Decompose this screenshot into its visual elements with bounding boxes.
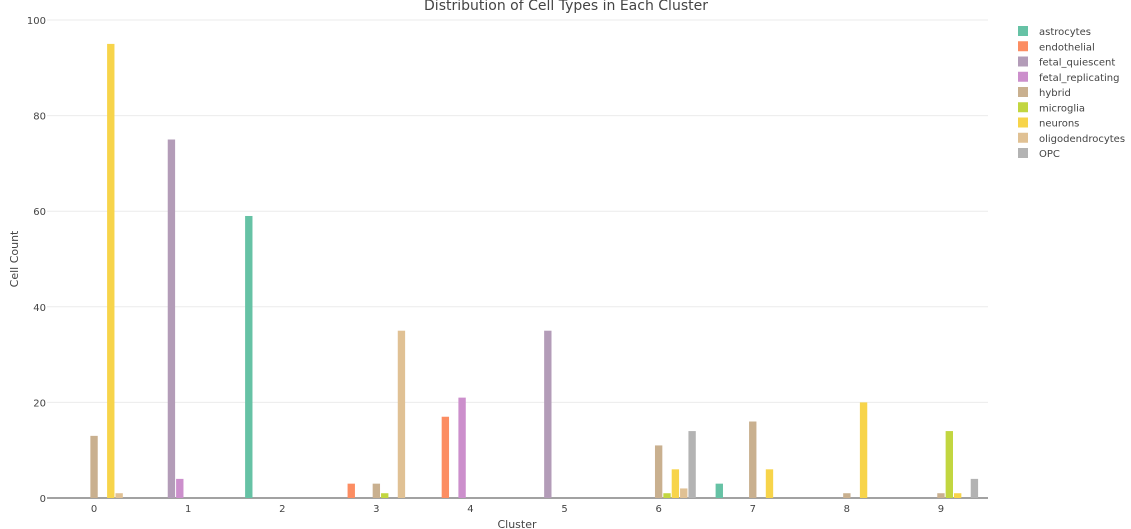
bar-endothelial[interactable] — [347, 483, 355, 498]
legend-item-endothelial[interactable]: endothelial — [1018, 41, 1095, 53]
bar-fetal-quiescent[interactable] — [167, 139, 176, 499]
bar-neurons[interactable] — [671, 469, 680, 498]
legend-label: oligodendrocytes — [1039, 134, 1125, 145]
x-axis-label: Cluster — [497, 518, 537, 529]
bar-neurons[interactable] — [953, 493, 962, 498]
legend-label: fetal_replicating — [1039, 73, 1119, 84]
legend-swatch — [1018, 41, 1028, 52]
x-tick-label: 3 — [373, 504, 379, 515]
x-axis-ticks: 0 1 2 3 4 5 6 7 8 9 — [91, 504, 944, 515]
bar-endothelial[interactable] — [441, 416, 450, 498]
legend-item-hybrid[interactable]: hybrid — [1018, 87, 1071, 99]
legend-item-oligodendrocytes[interactable]: oligodendrocytes — [1018, 132, 1125, 145]
legend-label: neurons — [1039, 119, 1079, 130]
x-tick-label: 9 — [938, 504, 944, 515]
legend-swatch — [1018, 102, 1028, 113]
legend-swatch — [1018, 56, 1028, 67]
x-tick-label: 7 — [750, 504, 756, 515]
legend-item-opc[interactable]: OPC — [1018, 148, 1060, 160]
y-tick-label: 40 — [33, 303, 46, 314]
bar-astrocytes[interactable] — [715, 483, 723, 498]
legend-swatch — [1018, 71, 1028, 82]
bar-fetal-replicating[interactable] — [176, 478, 184, 498]
legend-item-neurons[interactable]: neurons — [1018, 117, 1079, 130]
y-axis-ticks: 0 20 40 60 80 100 — [27, 16, 46, 505]
bar-neurons[interactable] — [107, 43, 115, 499]
y-tick-label: 20 — [33, 398, 46, 409]
bar-hybrid[interactable] — [937, 493, 945, 498]
bar-opc[interactable] — [688, 431, 696, 498]
legend-swatch — [1018, 132, 1028, 143]
bar-hybrid[interactable] — [843, 493, 851, 498]
legend-item-fetal-quiescent[interactable]: fetal_quiescent — [1018, 56, 1115, 69]
bar-hybrid[interactable] — [749, 421, 757, 498]
legend-item-fetal-replicating[interactable]: fetal_replicating — [1018, 71, 1119, 84]
legend[interactable]: astrocytes endothelial fetal_quiescentfeta… — [1018, 26, 1125, 160]
x-tick-label: 1 — [185, 504, 191, 515]
bars — [90, 43, 979, 499]
y-tick-label: 80 — [33, 112, 46, 123]
grid — [47, 19, 988, 499]
bar-microglia[interactable] — [945, 431, 953, 498]
legend-label: microglia — [1039, 103, 1085, 114]
y-tick-label: 60 — [33, 207, 46, 218]
x-tick-label: 5 — [561, 504, 567, 515]
bar-hybrid[interactable] — [654, 445, 663, 498]
bar-neurons[interactable] — [765, 469, 774, 498]
x-tick-label: 0 — [91, 504, 97, 515]
y-axis-label: Cell Count — [8, 230, 21, 287]
bar-hybrid[interactable] — [90, 435, 98, 498]
legend-label: hybrid — [1039, 88, 1071, 99]
bar-astrocytes[interactable] — [245, 215, 253, 499]
bar-fetal-replicating[interactable] — [458, 397, 466, 498]
y-tick-label: 100 — [27, 16, 46, 27]
legend-swatch — [1018, 148, 1028, 158]
bar-hybrid[interactable] — [372, 483, 381, 498]
bar-opc[interactable] — [970, 478, 979, 498]
legend-label: astrocytes — [1039, 27, 1091, 38]
x-tick-label: 6 — [655, 504, 661, 515]
x-tick-label: 2 — [279, 504, 285, 515]
x-tick-label: 8 — [844, 504, 850, 515]
legend-swatch — [1018, 87, 1028, 97]
legend-label: endothelial — [1039, 42, 1095, 53]
bar-oligodendrocytes[interactable] — [397, 330, 406, 498]
x-tick-label: 4 — [467, 504, 473, 515]
bar-neurons[interactable] — [859, 402, 868, 498]
bar-microglia[interactable] — [381, 493, 389, 498]
y-tick-label: 0 — [40, 494, 46, 505]
legend-item-microglia[interactable]: microglia — [1018, 102, 1085, 114]
bar-oligodendrocytes[interactable] — [680, 488, 688, 498]
bar-microglia[interactable] — [663, 493, 671, 498]
bar-fetal-quiescent[interactable] — [544, 330, 552, 498]
legend-item-astrocytes[interactable]: astrocytes — [1018, 26, 1091, 38]
legend-label: fetal_quiescent — [1039, 58, 1115, 69]
legend-label: OPC — [1039, 149, 1060, 160]
legend-swatch — [1018, 26, 1028, 36]
legend-swatch — [1018, 117, 1028, 128]
bar-oligodendrocytes[interactable] — [115, 493, 123, 498]
chart-title: Distribution of Cell Types in Each Clust… — [424, 0, 708, 14]
